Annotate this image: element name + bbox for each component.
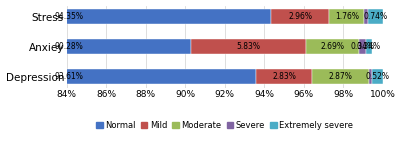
- Bar: [0, 39, 191, 54]
- Bar: [359, 39, 366, 54]
- Text: 2.87%: 2.87%: [329, 72, 352, 81]
- Text: 0.34%: 0.34%: [350, 42, 374, 51]
- Bar: [191, 39, 306, 54]
- Text: 2.83%: 2.83%: [272, 72, 296, 81]
- Bar: [256, 69, 312, 84]
- Bar: [306, 39, 359, 54]
- Bar: [369, 69, 372, 84]
- Text: 5.83%: 5.83%: [236, 42, 260, 51]
- Text: 2.96%: 2.96%: [288, 12, 312, 21]
- Text: 94.35%: 94.35%: [54, 12, 83, 21]
- Bar: [0, 69, 256, 84]
- Text: 2.69%: 2.69%: [320, 42, 344, 51]
- Text: 93.61%: 93.61%: [55, 72, 83, 81]
- Bar: [364, 9, 368, 24]
- Bar: [372, 69, 383, 84]
- Text: 0.52%: 0.52%: [365, 72, 389, 81]
- Text: 90.28%: 90.28%: [55, 42, 83, 51]
- Legend: Normal, Mild, Moderate, Severe, Extremely severe: Normal, Mild, Moderate, Severe, Extremel…: [94, 119, 355, 131]
- Bar: [0, 9, 271, 24]
- Bar: [271, 9, 330, 24]
- Text: 0.74%: 0.74%: [363, 12, 387, 21]
- Bar: [366, 39, 372, 54]
- Text: 0.34%: 0.34%: [357, 42, 381, 51]
- Bar: [330, 9, 364, 24]
- Bar: [312, 69, 369, 84]
- Text: 1.76%: 1.76%: [335, 12, 359, 21]
- Bar: [368, 9, 383, 24]
